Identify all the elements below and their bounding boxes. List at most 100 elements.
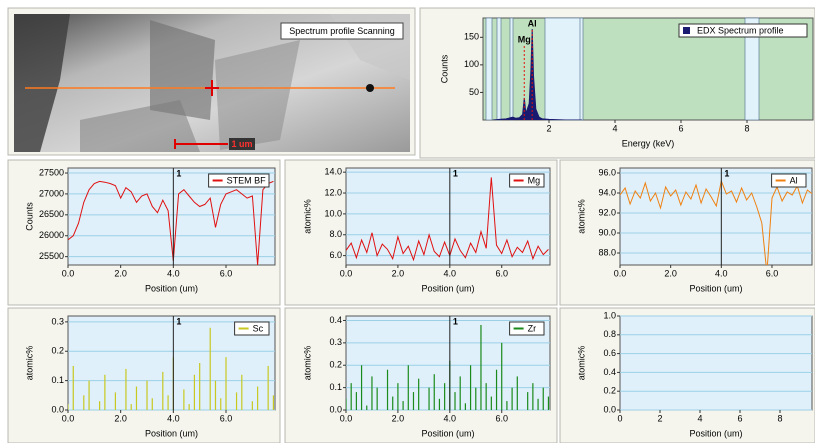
y-tick-label: 8.0 bbox=[329, 229, 342, 239]
chart-panel: 50 100 150 2 4 6 8 Energy (keV) Counts Al Mg EDX Sp… bbox=[419, 7, 815, 159]
chart-panel: 0.0 0.1 0.2 0.3 0.4 0.0 2.0 4.0 6.0 Position (um)… bbox=[284, 307, 558, 443]
x-tick-label: 6.0 bbox=[220, 413, 233, 423]
x-tick-label: 4.0 bbox=[167, 268, 180, 278]
x-tick-label: 6.0 bbox=[766, 268, 779, 278]
x-tick-label: 0.0 bbox=[340, 268, 353, 278]
x-axis-label: Position (um) bbox=[421, 428, 474, 438]
y-tick-label: 50 bbox=[469, 87, 479, 97]
x-tick-label: 0.0 bbox=[62, 413, 75, 423]
x-tick-label: 4 bbox=[697, 413, 702, 423]
x-tick-label: 8 bbox=[744, 123, 749, 133]
x-tick-label: 2.0 bbox=[392, 268, 405, 278]
plot-content bbox=[346, 316, 550, 410]
x-tick-label: 6 bbox=[737, 413, 742, 423]
y-tick-label: 1.0 bbox=[603, 310, 616, 320]
y-tick-label: 25500 bbox=[39, 251, 64, 261]
x-tick-label: 2 bbox=[657, 413, 662, 423]
cursor-label: 1 bbox=[453, 316, 458, 326]
x-tick-label: 8 bbox=[777, 413, 782, 423]
legend-box bbox=[509, 173, 545, 188]
annotation-label: Mg bbox=[518, 34, 531, 44]
x-tick-label: 4.0 bbox=[167, 413, 180, 423]
roi-band bbox=[496, 17, 502, 121]
y-tick-label: 0.3 bbox=[51, 316, 64, 326]
y-tick-label: 0.1 bbox=[51, 375, 64, 385]
x-tick-label: 4.0 bbox=[444, 268, 457, 278]
chart-panel: 0.0 0.2 0.4 0.6 0.8 1.0 0 2 4 6 8 Position (um) atom… bbox=[559, 307, 815, 443]
y-tick-label: 12.0 bbox=[324, 187, 342, 197]
x-axis-label: Position (um) bbox=[145, 428, 198, 438]
y-tick-label: 0.2 bbox=[603, 386, 616, 396]
cursor-label: 1 bbox=[453, 168, 458, 178]
y-tick-label: 0.0 bbox=[51, 404, 64, 414]
cursor-label: 1 bbox=[176, 168, 181, 178]
y-tick-label: 96.0 bbox=[598, 167, 616, 177]
x-tick-label: 2 bbox=[546, 123, 551, 133]
legend-box bbox=[678, 23, 808, 38]
x-tick-label: 6.0 bbox=[495, 268, 508, 278]
plot-content bbox=[346, 168, 549, 265]
legend-box bbox=[234, 321, 270, 336]
roi-band bbox=[544, 17, 582, 121]
x-tick-label: 0 bbox=[617, 413, 622, 423]
legend-label: STEM BF bbox=[227, 175, 267, 185]
plot-content bbox=[68, 168, 274, 265]
cursor-label: 1 bbox=[724, 168, 729, 178]
legend-box bbox=[208, 173, 270, 188]
y-tick-label: 0.0 bbox=[603, 404, 616, 414]
y-tick-label: 0.2 bbox=[51, 346, 64, 356]
y-tick-label: 94.0 bbox=[598, 187, 616, 197]
y-tick-label: 27500 bbox=[39, 167, 64, 177]
x-tick-label: 6.0 bbox=[495, 413, 508, 423]
x-tick-label: 0.0 bbox=[614, 268, 627, 278]
scale-bar-label: 1 um bbox=[231, 139, 252, 149]
y-axis-label: Counts bbox=[24, 202, 34, 231]
x-tick-label: 4 bbox=[612, 123, 617, 133]
plot-area bbox=[619, 315, 813, 411]
x-tick-label: 4.0 bbox=[715, 268, 728, 278]
y-tick-label: 100 bbox=[464, 59, 479, 69]
legend-box bbox=[771, 173, 807, 188]
data-line bbox=[620, 179, 812, 265]
legend-label: Al bbox=[790, 175, 798, 185]
x-tick-label: 2.0 bbox=[114, 413, 127, 423]
y-tick-label: 150 bbox=[464, 32, 479, 42]
spectrum-area bbox=[492, 28, 582, 120]
x-axis-label: Energy (keV) bbox=[622, 138, 675, 148]
y-tick-label: 26500 bbox=[39, 209, 64, 219]
y-axis-label: atomic% bbox=[576, 346, 586, 381]
chart-panel: 0.0 0.1 0.2 0.3 0.0 2.0 4.0 6.0 Position (um) ato… bbox=[7, 307, 281, 443]
cursor-label: 1 bbox=[176, 316, 181, 326]
x-tick-label: 2.0 bbox=[664, 268, 677, 278]
y-axis-label: atomic% bbox=[24, 346, 34, 381]
y-tick-label: 90.0 bbox=[598, 227, 616, 237]
x-tick-label: 0.0 bbox=[340, 413, 353, 423]
x-axis-label: Position (um) bbox=[145, 283, 198, 293]
y-tick-label: 27000 bbox=[39, 188, 64, 198]
legend-label: Mg bbox=[528, 175, 541, 185]
data-line bbox=[68, 180, 274, 265]
y-tick-label: 0.0 bbox=[329, 404, 342, 414]
y-tick-label: 6.0 bbox=[329, 250, 342, 260]
x-tick-label: 0.0 bbox=[62, 268, 75, 278]
y-tick-label: 0.4 bbox=[329, 315, 342, 325]
legend-label: EDX Spectrum profile bbox=[697, 25, 784, 35]
plot-content bbox=[492, 28, 582, 120]
y-tick-label: 0.4 bbox=[603, 367, 616, 377]
y-tick-label: 88.0 bbox=[598, 247, 616, 257]
x-axis-label: Position (um) bbox=[689, 283, 742, 293]
data-line bbox=[346, 177, 549, 262]
y-tick-label: 0.6 bbox=[603, 348, 616, 358]
x-axis-label: Position (um) bbox=[421, 283, 474, 293]
y-tick-label: 0.1 bbox=[329, 382, 342, 392]
image-label: Spectrum profile Scanning bbox=[289, 26, 395, 36]
legend-label: Sc bbox=[253, 323, 264, 333]
y-tick-label: 0.3 bbox=[329, 337, 342, 347]
y-tick-label: 26000 bbox=[39, 230, 64, 240]
legend-box bbox=[509, 321, 545, 336]
roi-band bbox=[579, 17, 584, 121]
y-axis-label: Counts bbox=[439, 54, 449, 83]
x-tick-label: 2.0 bbox=[392, 413, 405, 423]
x-tick-label: 6.0 bbox=[220, 268, 233, 278]
x-tick-label: 2.0 bbox=[114, 268, 127, 278]
